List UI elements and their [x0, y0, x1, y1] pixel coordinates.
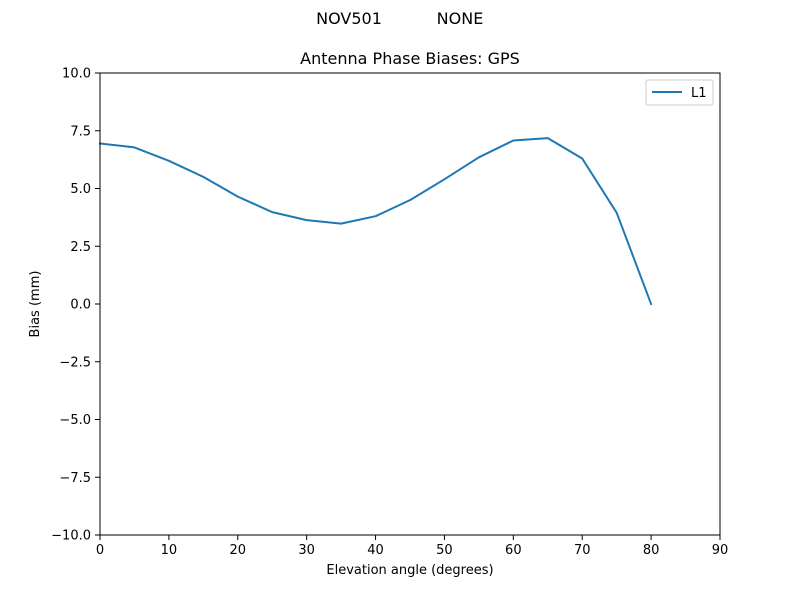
x-tick-label: 30 — [298, 543, 315, 558]
x-tick-label: 20 — [230, 543, 247, 558]
x-tick-label: 80 — [643, 543, 660, 558]
y-tick-label: −10.0 — [51, 529, 91, 544]
x-tick-label: 50 — [436, 543, 453, 558]
chart-title: Antenna Phase Biases: GPS — [300, 49, 520, 68]
y-tick-label: 0.0 — [70, 298, 91, 313]
x-tick-label: 0 — [96, 543, 104, 558]
y-axis-label: Bias (mm) — [28, 271, 43, 338]
x-tick-label: 40 — [367, 543, 384, 558]
x-axis-label: Elevation angle (degrees) — [326, 563, 493, 578]
y-tick-label: −5.0 — [59, 413, 91, 428]
y-tick-label: 2.5 — [70, 240, 91, 255]
x-tick-label: 90 — [712, 543, 729, 558]
y-tick-label: −7.5 — [59, 471, 91, 486]
y-tick-label: 10.0 — [62, 67, 91, 82]
plot-area — [98, 137, 653, 306]
x-tick-label: 70 — [574, 543, 591, 558]
suptitle-antenna: NONE — [437, 9, 484, 28]
axis-ticks: 0 10 20 30 40 50 60 70 80 90 10.0 7.5 5.0 2.5 0.0 −2.5 −… — [51, 67, 728, 559]
y-tick-label: 5.0 — [70, 182, 91, 197]
legend-label-l1: L1 — [691, 86, 707, 101]
legend: L1 — [645, 79, 714, 106]
suptitle-station: NOV501 — [316, 9, 382, 28]
x-tick-label: 60 — [505, 543, 522, 558]
x-tick-label: 10 — [161, 543, 178, 558]
axes-frame — [99, 72, 721, 536]
y-tick-label: −2.5 — [59, 355, 91, 370]
y-tick-label: 7.5 — [70, 124, 91, 139]
series-line-l1 — [98, 137, 653, 306]
